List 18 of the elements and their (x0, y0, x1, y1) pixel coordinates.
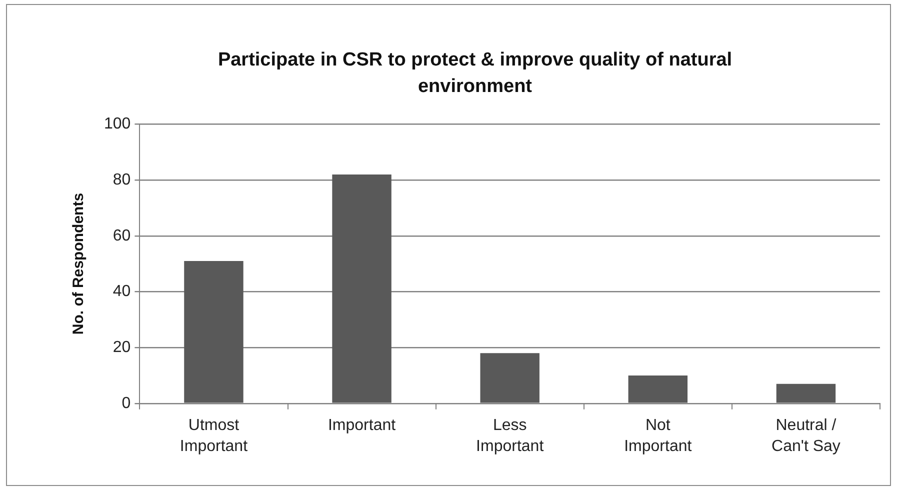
bar (628, 375, 688, 403)
y-tick-label: 60 (112, 227, 131, 244)
y-tick-label: 20 (112, 338, 131, 356)
bar (480, 353, 540, 403)
y-tick-label: 100 (104, 116, 131, 133)
chart-title: Participate in CSR to protect & improve quality of natural environment (218, 50, 732, 98)
y-axis-title: No. of Respondents (70, 192, 88, 335)
x-tick-label: Not Important (624, 417, 692, 456)
y-tick-label: 0 (122, 394, 131, 412)
y-tick-label: 80 (112, 171, 131, 188)
x-tick-label: Important (328, 417, 396, 434)
x-tick-label: Utmost Important (180, 417, 248, 456)
bar (332, 174, 392, 403)
bar (184, 261, 244, 403)
x-tick-label: Neutral / Can't Say (772, 417, 840, 456)
x-tick-label: Less Important (476, 417, 544, 456)
y-tick-label: 40 (112, 283, 131, 300)
bar (776, 384, 836, 403)
